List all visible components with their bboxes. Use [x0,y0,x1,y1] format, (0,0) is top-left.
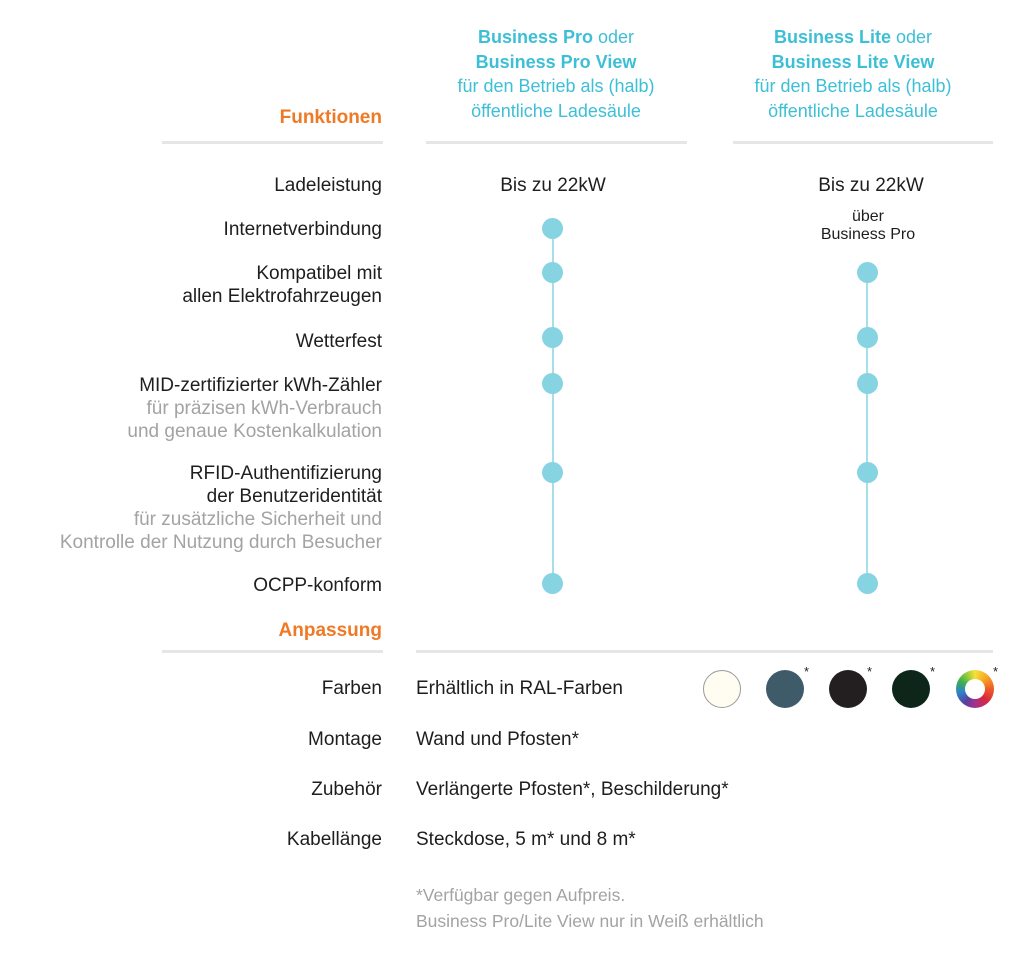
custom-label-cable-length: Kabellänge [286,829,382,850]
section-title-functions: Funktionen [279,107,382,128]
product-description: für den Betrieb als (halb) [457,76,655,96]
custom-label-accessories: Zubehör [311,779,382,800]
product-name: Business Pro View [475,51,637,72]
custom-label-mounting: Montage [308,729,382,750]
surcharge-star: * [930,664,936,679]
check-dot-icon [542,327,563,348]
product-name: Business Pro [477,27,593,47]
check-dot-icon [542,262,563,283]
divider [162,650,383,653]
custom-value-accessories: Verlängerte Pfosten*, Beschilderung* [416,779,729,800]
check-dot-icon [857,262,878,283]
product-description: für den Betrieb als (halb) [754,76,952,96]
feature-label-compatible: Kompatibel mit allen Elektrofahrzeugen [182,263,382,307]
swatch-dark-green-icon [892,670,930,708]
section-title-customization: Anpassung [278,620,382,641]
custom-label-colors: Farben [321,678,382,699]
product-name: Business Lite View [771,51,935,72]
value-charging-power-pro: Bis zu 22kW [500,175,606,196]
value-charging-power-lite: Bis zu 22kW [818,175,924,196]
divider [733,141,993,144]
check-dot-icon [542,373,563,394]
surcharge-star: * [867,664,873,679]
divider [426,141,687,144]
feature-label-internet: Internetverbindung [223,219,382,240]
feature-label-rfid: RFID-Authentifizierung der Benutzerident… [59,463,382,553]
custom-value-cable-length: Steckdose, 5 m* und 8 m* [416,829,636,850]
timeline-line-lite [866,273,868,584]
column-header-business-lite: Business Lite oder Business Lite View fü… [722,25,984,123]
divider [416,650,993,653]
check-dot-icon [857,327,878,348]
column-header-business-pro: Business Pro oder Business Pro View für … [425,25,687,123]
check-dot-icon [542,462,563,483]
product-description: öffentliche Ladesäule [768,100,938,121]
value-internet-lite: über Business Pro [820,208,916,243]
product-description: öffentliche Ladesäule [471,100,641,121]
check-dot-icon [542,218,563,239]
swatch-black-icon [829,670,867,708]
check-dot-icon [857,462,878,483]
product-name: Business Lite [773,27,891,47]
feature-label-charging-power: Ladeleistung [274,175,382,196]
surcharge-star: * [993,664,999,679]
color-wheel-icon [956,670,994,708]
swatch-white-icon [703,670,741,708]
swatch-slate-blue-icon [766,670,804,708]
feature-label-ocpp: OCPP-konform [253,575,382,596]
custom-value-colors: Erhältlich in RAL-Farben [416,678,623,699]
divider [162,141,383,144]
check-dot-icon [542,573,563,594]
feature-label-mid-meter: MID-zertifizierter kWh-Zähler für präzis… [127,375,382,442]
footnote: *Verfügbar gegen Aufpreis. Business Pro/… [416,885,764,931]
check-dot-icon [857,573,878,594]
feature-label-weatherproof: Wetterfest [295,331,382,352]
check-dot-icon [857,373,878,394]
surcharge-star: * [804,664,810,679]
timeline-line-pro [552,229,554,584]
custom-value-mounting: Wand und Pfosten* [416,729,580,750]
